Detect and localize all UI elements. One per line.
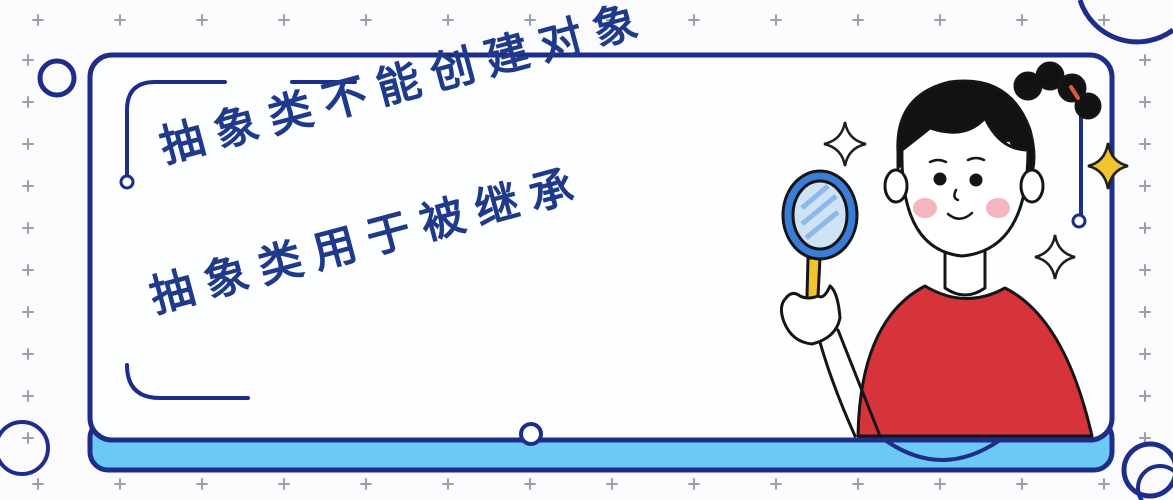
plus-mark [278,478,290,490]
plus-mark [852,14,864,26]
plus-mark [1139,264,1151,276]
main-frame [87,52,1115,443]
girl-braid [1074,92,1102,120]
plus-mark [770,478,782,490]
magnifier-icon [779,169,859,346]
plus-mark [606,478,618,490]
plus-mark [196,478,208,490]
plus-mark [114,14,126,26]
plus-mark [524,14,536,26]
plus-mark [1016,14,1028,26]
plus-pattern [22,14,1151,490]
plus-mark [22,138,34,150]
girl-eye-left [933,172,947,186]
girl-ear-left [883,168,909,204]
plus-mark [688,478,700,490]
plus-mark [22,432,34,444]
inner-arc-bottom [883,438,1002,462]
plus-mark [1139,306,1151,318]
decor-circle-bottom-right-b [1136,464,1173,500]
plus-mark [1139,348,1151,360]
plus-mark [32,14,44,26]
plus-mark [1139,432,1151,444]
plus-mark [442,14,454,26]
plus-mark [1139,96,1151,108]
plus-mark [22,264,34,276]
girl-cheek-left [913,198,937,218]
decor-circle-top-left [37,58,77,98]
plus-mark [196,14,208,26]
girl-illustration [816,61,1102,438]
plus-mark [22,390,34,402]
plus-mark [934,478,946,490]
girl-braid [1035,61,1065,91]
plus-mark [22,348,34,360]
plus-mark [442,478,454,490]
inner-dot-right [1071,213,1087,229]
plus-mark [22,180,34,192]
sparkle-icon [1034,234,1076,280]
plus-mark [1139,222,1151,234]
plus-mark [1139,138,1151,150]
plus-mark [1098,478,1110,490]
plus-mark [278,14,290,26]
sparkle-icon [823,121,867,167]
plus-mark [1016,478,1028,490]
plus-mark [360,478,372,490]
girl-hair-tie [1069,85,1080,100]
inner-bracket-bottom-left [125,363,250,400]
girl-face [900,116,1030,258]
decor-circle-bottom-right-a [1121,441,1173,499]
plus-mark [1098,14,1110,26]
plus-mark [1139,54,1151,66]
girl-cheek-right [986,198,1010,218]
plus-mark [22,222,34,234]
decor-arc-top-right [1077,0,1173,45]
girl-shirt [856,284,1094,438]
plus-mark [32,478,44,490]
plus-mark [770,14,782,26]
inner-bracket-top-left [125,80,227,180]
plus-mark [606,14,618,26]
girl-ear-right [1019,168,1045,204]
girl-arm-inner [836,328,882,438]
plus-mark [360,14,372,26]
plus-mark [1139,390,1151,402]
girl-eye-right [969,173,983,187]
inner-dot-top-left [119,174,135,190]
plus-mark [22,96,34,108]
girl-arm [816,333,857,438]
girl-hand [779,284,842,346]
plus-mark [688,14,700,26]
plus-mark [114,478,126,490]
plus-mark [1139,180,1151,192]
plus-mark [22,54,34,66]
girl-neck [943,248,987,297]
girl-mouth [946,211,974,220]
plus-mark [524,478,536,490]
plus-mark [22,306,34,318]
decor-circle-bottom-left [0,420,50,476]
sparkle-icon [1087,142,1129,190]
plus-mark [934,14,946,26]
frame-dot-bottom [519,422,543,446]
plus-mark [852,478,864,490]
